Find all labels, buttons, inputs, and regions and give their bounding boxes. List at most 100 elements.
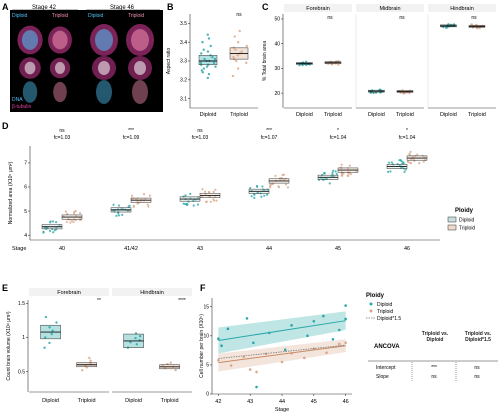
b-point-diploid — [199, 61, 203, 65]
d-y-tick-label: 7 — [24, 161, 27, 167]
ancova-col2-header: Triploid vs. Diploid*1.5 — [464, 331, 492, 343]
d-point-diploid — [402, 161, 405, 164]
d-x-tick-label: 41/42 — [124, 246, 138, 252]
d-point-diploid — [334, 170, 337, 173]
b-point-diploid — [207, 37, 211, 40]
b-point-triploid — [232, 56, 235, 59]
c-facet-strip — [356, 4, 424, 12]
f-point-diploid — [226, 327, 230, 331]
d-point-triploid — [274, 174, 277, 177]
brain-hindbrain — [53, 81, 67, 103]
f-point-diploid — [252, 341, 255, 345]
b-point-diploid — [211, 56, 214, 59]
d-fold-change: fc=1.09 — [123, 135, 140, 141]
f-y-tick-label: 0 — [206, 392, 209, 398]
d-point-triploid — [147, 205, 150, 208]
b-point-diploid — [201, 41, 204, 44]
d-point-triploid — [209, 200, 212, 203]
c-y-axis-label: % Total brain area — [262, 41, 268, 81]
f-x-tick-label: 44 — [279, 399, 285, 405]
d-point-diploid — [189, 192, 192, 195]
d-fold-change: fc=1.04 — [399, 135, 416, 141]
d-point-diploid — [256, 185, 259, 188]
d-point-triploid — [349, 173, 352, 176]
d-point-diploid — [389, 170, 392, 173]
d-x-tick-label: 43 — [197, 246, 203, 252]
e-point-diploid — [51, 329, 54, 332]
d-point-diploid — [404, 168, 407, 171]
f-point-triploid — [344, 341, 347, 345]
d-point-triploid — [347, 172, 350, 175]
c-facet-label: Hindbrain — [450, 6, 474, 12]
b-y-axis-label: Aspect ratio — [166, 48, 172, 75]
col-label-triploid-46: Triploid — [128, 13, 144, 19]
d-point-diploid — [387, 161, 391, 164]
c-facet-label: Midbrain — [379, 6, 400, 12]
b-point-triploid — [235, 59, 238, 63]
e-point-diploid — [135, 343, 139, 346]
d-fold-change: fc=1.03 — [54, 135, 71, 141]
b-point-diploid — [200, 52, 203, 55]
f-x-tick-label: 46 — [343, 399, 349, 405]
b-diploid-ci-box — [198, 55, 218, 66]
b-point-diploid — [207, 72, 211, 76]
b-point-triploid — [240, 50, 243, 53]
b-y-tick-label: 3.4 — [180, 40, 187, 46]
e-point-triploid — [81, 368, 84, 372]
b-point-diploid — [206, 33, 209, 36]
e-x-tick-label: Triploid — [78, 398, 96, 404]
b-point-triploid — [231, 74, 235, 78]
f-y-tick-label: 10 — [203, 334, 209, 340]
f-point-diploid — [306, 334, 309, 338]
c-y-tick-label: 20 — [274, 91, 280, 97]
d-point-triploid — [422, 160, 425, 163]
e-point-diploid — [50, 332, 53, 336]
d-point-diploid — [117, 204, 121, 207]
e-point-diploid — [44, 336, 47, 339]
d-point-diploid — [263, 194, 266, 197]
b-point-diploid — [206, 76, 210, 80]
legend-d-title: Ploidy — [455, 208, 474, 214]
d-point-diploid — [253, 196, 256, 199]
ancova-row-intercept-label: Intercept — [376, 365, 396, 371]
d-point-triploid — [64, 210, 67, 213]
d-point-diploid — [196, 196, 200, 199]
b-point-diploid — [202, 67, 206, 70]
stage-42-label: Stage 42 — [32, 5, 57, 11]
d-point-diploid — [249, 186, 252, 190]
e-point-diploid — [129, 341, 132, 344]
ancova-title: ANCOVA — [374, 344, 400, 350]
d-point-diploid — [253, 193, 256, 196]
b-point-triploid — [245, 44, 248, 48]
c-point-triploid — [476, 27, 479, 30]
d-point-diploid — [261, 185, 264, 188]
f-fit-diploid — [218, 320, 346, 341]
brain-images — [17, 24, 154, 104]
d-significance: *** — [128, 128, 134, 134]
d-point-diploid — [185, 203, 189, 206]
legend-d: Ploidy Diploid Triploid — [447, 208, 475, 232]
d-point-diploid — [52, 231, 55, 234]
d-y-tick-label: 5 — [24, 209, 27, 215]
b-point-triploid — [236, 67, 240, 70]
d-point-triploid — [410, 158, 413, 161]
panel-letter-b: B — [167, 2, 174, 12]
d-point-triploid — [201, 195, 204, 198]
d-point-diploid — [260, 195, 263, 198]
f-point-triploid — [248, 368, 252, 371]
d-point-diploid — [328, 182, 331, 185]
c-x-tick-label: Triploid — [468, 112, 486, 118]
f-point-diploid — [290, 324, 293, 327]
f-point-triploid — [280, 360, 284, 364]
chart-b: 3.1 3.2 3.3 3.4 3.5 Aspect ratio Diploid Triplo… — [166, 14, 258, 118]
d-point-triploid — [355, 170, 358, 173]
f-x-tick-label: 45 — [311, 399, 317, 405]
d-point-diploid — [398, 159, 401, 162]
b-point-diploid — [202, 48, 205, 51]
c-x-tick-label: Triploid — [324, 112, 342, 118]
c-significance: ns — [399, 15, 405, 21]
brain-forebrain-core — [95, 29, 113, 51]
d-point-diploid — [265, 193, 269, 196]
c-x-tick-label: Diploid — [368, 112, 385, 118]
c-y-tick-label: 50 — [274, 17, 280, 23]
